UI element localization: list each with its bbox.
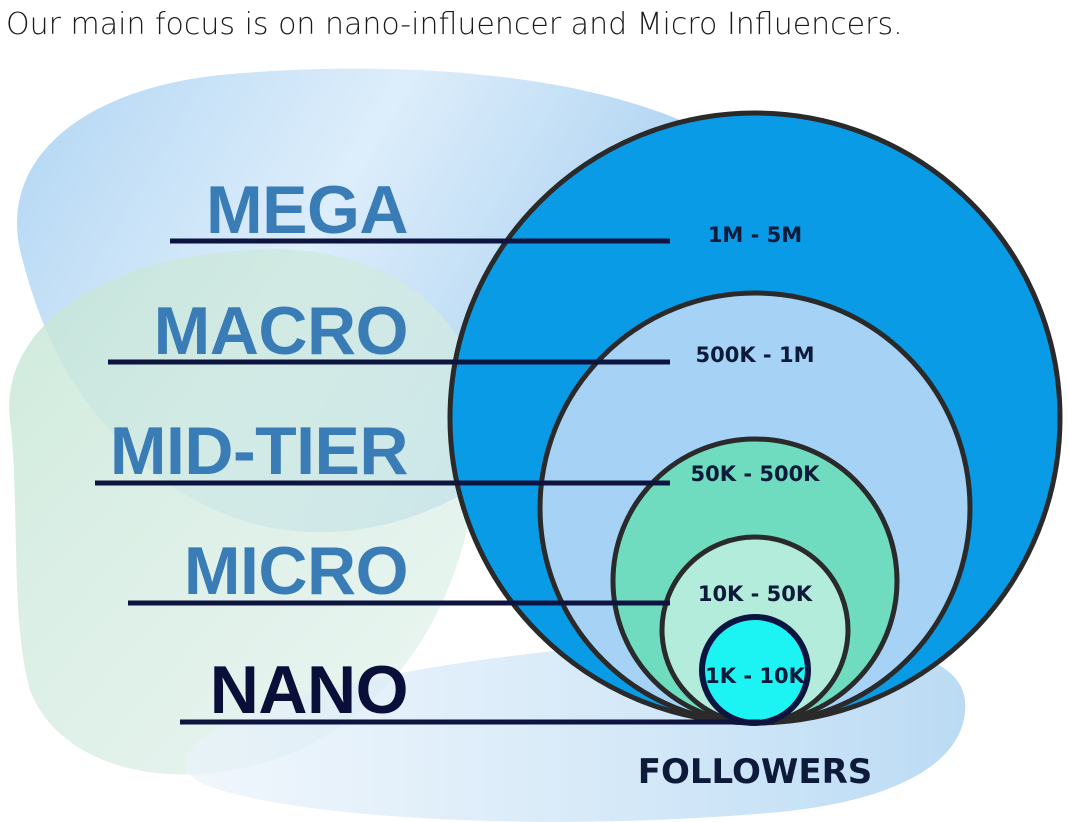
tier-label-macro: MACRO <box>154 293 408 369</box>
range-label-mid-tier: 50K - 500K <box>691 462 821 486</box>
range-label-micro: 10K - 50K <box>698 582 813 606</box>
tier-label-mid-tier: MID-TIER <box>110 413 408 489</box>
followers-label: FOLLOWERS <box>638 752 873 792</box>
background-blob-green <box>9 249 483 775</box>
range-label-macro: 500K - 1M <box>696 343 815 367</box>
headline: Our main focus is on nano-influencer and… <box>6 7 903 42</box>
range-label-nano: 1K - 10K <box>705 664 805 688</box>
range-label-mega: 1M - 5M <box>708 223 802 247</box>
tier-label-mega: MEGA <box>206 172 408 248</box>
tier-label-micro: MICRO <box>184 533 408 609</box>
tier-label-nano: NANO <box>210 652 408 728</box>
